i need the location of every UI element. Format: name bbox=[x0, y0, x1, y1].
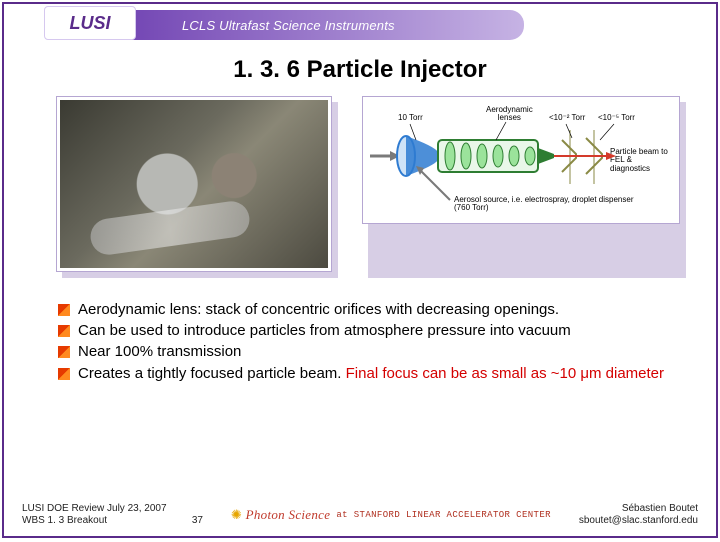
list-item: Aerodynamic lens: stack of concentric or… bbox=[58, 300, 668, 319]
footer: LUSI DOE Review July 23, 2007 WBS 1. 3 B… bbox=[22, 503, 698, 526]
photon-science-logo: ✺ Photon Science bbox=[231, 507, 330, 523]
bullet4-red: Final focus can be as small as ~10 μm di… bbox=[346, 365, 664, 382]
photo-shadowbox bbox=[56, 96, 332, 272]
bullet-list: Aerodynamic lens: stack of concentric or… bbox=[58, 300, 668, 385]
slac-text: at STANFORD LINEAR ACCELERATOR CENTER bbox=[336, 510, 551, 520]
list-item: Near 100% transmission bbox=[58, 342, 668, 361]
bullet-text: Creates a tightly focused particle beam.… bbox=[78, 364, 664, 383]
bullet-text: Near 100% transmission bbox=[78, 342, 241, 361]
diagram-frame: 10 Torr Aerodynamic lenses <10⁻² Torr <1… bbox=[362, 96, 680, 224]
lusi-logo-text: LUSI bbox=[69, 13, 110, 34]
bullet4-pre: Creates a tightly focused particle beam. bbox=[78, 365, 346, 382]
footer-wbs-line: WBS 1. 3 Breakout 37 bbox=[22, 515, 203, 527]
photo-frame bbox=[56, 96, 332, 272]
slide-frame: LUSI LCLS Ultrafast Science Instruments … bbox=[2, 2, 718, 538]
header-bar: LCLS Ultrafast Science Instruments bbox=[94, 10, 524, 40]
lusi-logo: LUSI bbox=[44, 6, 136, 40]
images-row: 10 Torr Aerodynamic lenses <10⁻² Torr <1… bbox=[56, 96, 680, 272]
author-email: sboutet@slac.stanford.edu bbox=[579, 515, 698, 527]
injector-photo bbox=[60, 100, 328, 268]
bullet-icon bbox=[58, 325, 70, 337]
diagram-svg bbox=[366, 100, 676, 220]
footer-center: ✺ Photon Science at STANFORD LINEAR ACCE… bbox=[231, 507, 551, 523]
bullet-text: Aerodynamic lens: stack of concentric or… bbox=[78, 300, 559, 319]
list-item: Creates a tightly focused particle beam.… bbox=[58, 364, 668, 383]
footer-wbs-text: WBS 1. 3 Breakout bbox=[22, 515, 107, 526]
footer-left: LUSI DOE Review July 23, 2007 WBS 1. 3 B… bbox=[22, 503, 203, 526]
bullet-icon bbox=[58, 304, 70, 316]
slide-title: 1. 3. 6 Particle Injector bbox=[4, 56, 716, 84]
photon-text: Photon Science bbox=[246, 507, 331, 522]
diagram-shadowbox: 10 Torr Aerodynamic lenses <10⁻² Torr <1… bbox=[362, 96, 680, 272]
bullet-icon bbox=[58, 368, 70, 380]
header-subtitle: LCLS Ultrafast Science Instruments bbox=[182, 18, 395, 33]
photon-burst-icon: ✺ bbox=[231, 507, 242, 522]
page-number: 37 bbox=[192, 515, 203, 526]
footer-review-line: LUSI DOE Review July 23, 2007 bbox=[22, 503, 203, 515]
bullet-icon bbox=[58, 346, 70, 358]
footer-right: Sébastien Boutet sboutet@slac.stanford.e… bbox=[579, 503, 698, 526]
aerodynamic-lens-diagram: 10 Torr Aerodynamic lenses <10⁻² Torr <1… bbox=[366, 100, 676, 220]
list-item: Can be used to introduce particles from … bbox=[58, 321, 668, 340]
bullet-text: Can be used to introduce particles from … bbox=[78, 321, 571, 340]
author-name: Sébastien Boutet bbox=[579, 503, 698, 515]
